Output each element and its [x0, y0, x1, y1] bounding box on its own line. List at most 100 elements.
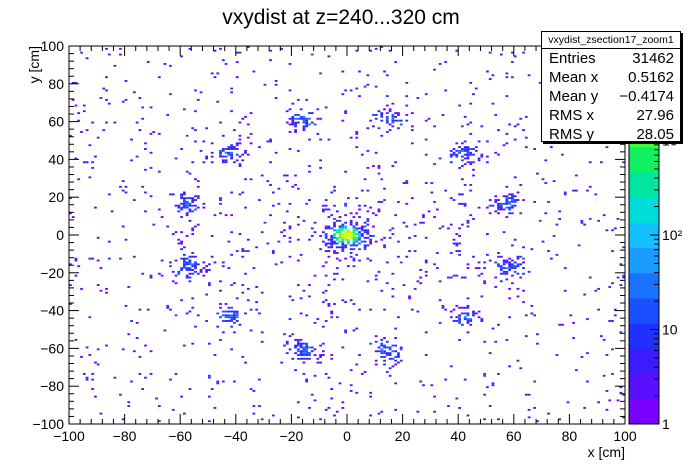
histogram-cell — [458, 318, 461, 321]
histogram-cell — [182, 108, 186, 111]
histogram-cell — [141, 272, 145, 275]
histogram-cell — [80, 131, 83, 133]
histogram-cell — [511, 76, 514, 79]
y-axis-label: y [cm] — [26, 46, 42, 83]
histogram-cell — [199, 269, 203, 271]
histogram-cell — [444, 378, 448, 381]
histogram-cell — [349, 89, 353, 92]
histogram-cell — [383, 350, 386, 353]
histogram-cell — [302, 117, 306, 120]
histogram-cell — [321, 204, 325, 207]
histogram-cell — [491, 204, 495, 207]
histogram-cell — [294, 121, 297, 124]
histogram-cell — [321, 350, 325, 353]
histogram-cell — [180, 197, 183, 200]
histogram-cell — [394, 359, 398, 362]
histogram-cell — [130, 138, 133, 141]
histogram-cell — [296, 348, 300, 351]
histogram-cell — [321, 342, 325, 345]
histogram-cell — [319, 344, 322, 347]
histogram-cell — [188, 267, 192, 270]
histogram-cell — [230, 325, 234, 328]
histogram-cell — [288, 225, 292, 228]
histogram-cell — [602, 338, 606, 341]
histogram-cell — [499, 280, 503, 283]
histogram-cell — [419, 282, 423, 285]
histogram-cell — [522, 199, 525, 201]
histogram-cell — [394, 408, 398, 411]
histogram-cell — [182, 206, 186, 209]
histogram-cell — [469, 121, 473, 124]
histogram-cell — [472, 168, 475, 171]
histogram-cell — [182, 204, 186, 207]
stats-label: Mean y — [549, 88, 599, 105]
histogram-cell — [369, 342, 373, 345]
histogram-cell — [80, 355, 83, 358]
histogram-cell — [335, 246, 339, 249]
histogram-cell — [541, 240, 545, 243]
histogram-cell — [74, 259, 78, 262]
histogram-cell — [466, 146, 470, 149]
histogram-cell — [360, 189, 364, 192]
histogram-cell — [469, 153, 473, 156]
histogram-cell — [169, 193, 172, 196]
histogram-cell — [366, 231, 370, 234]
histogram-cell — [380, 289, 384, 292]
histogram-cell — [91, 121, 95, 124]
histogram-cell — [249, 142, 253, 145]
histogram-cell — [369, 414, 373, 417]
histogram-cell — [124, 191, 128, 194]
histogram-cell — [347, 231, 350, 234]
histogram-cell — [296, 117, 300, 120]
histogram-cell — [255, 301, 259, 304]
histogram-cell — [519, 212, 523, 215]
histogram-cell — [224, 161, 228, 164]
histogram-cell — [449, 276, 453, 279]
histogram-cell — [80, 51, 83, 54]
histogram-cell — [305, 352, 309, 355]
histogram-cell — [210, 161, 214, 164]
histogram-cell — [413, 250, 417, 253]
histogram-cell — [324, 299, 328, 302]
histogram-cell — [497, 212, 500, 215]
histogram-cell — [366, 83, 370, 86]
histogram-cell — [463, 312, 467, 315]
histogram-cell — [391, 165, 395, 167]
histogram-cell — [424, 153, 428, 156]
histogram-cell — [385, 352, 389, 355]
histogram-cell — [160, 216, 164, 218]
histogram-cell — [505, 270, 509, 273]
histogram-cell — [608, 399, 612, 402]
histogram-cell — [619, 386, 623, 389]
histogram-cell — [383, 355, 386, 358]
histogram-cell — [299, 350, 303, 353]
histogram-cell — [494, 151, 498, 154]
stats-value: −0.4174 — [619, 88, 674, 105]
histogram-cell — [402, 221, 406, 224]
histogram-cell — [274, 97, 278, 99]
histogram-cell — [233, 146, 236, 149]
histogram-cell — [302, 115, 306, 118]
histogram-cell — [291, 123, 295, 126]
histogram-cell — [94, 155, 97, 158]
histogram-cell — [324, 233, 328, 235]
histogram-cell — [344, 331, 347, 334]
histogram-cell — [146, 308, 150, 311]
histogram-cell — [224, 314, 228, 317]
histogram-cell — [196, 195, 200, 198]
histogram-cell — [508, 206, 512, 209]
histogram-cell — [466, 161, 470, 164]
histogram-cell — [424, 138, 428, 141]
histogram-cell — [469, 189, 473, 192]
histogram-cell — [305, 350, 309, 353]
histogram-cell — [522, 257, 525, 260]
histogram-cell — [341, 227, 345, 230]
histogram-cell — [119, 257, 122, 260]
histogram-cell — [347, 235, 350, 237]
histogram-cell — [171, 408, 175, 411]
histogram-cell — [463, 316, 467, 319]
histogram-cell — [452, 151, 456, 154]
histogram-cell — [157, 405, 161, 407]
histogram-cell — [563, 193, 567, 196]
histogram-cell — [260, 231, 264, 234]
